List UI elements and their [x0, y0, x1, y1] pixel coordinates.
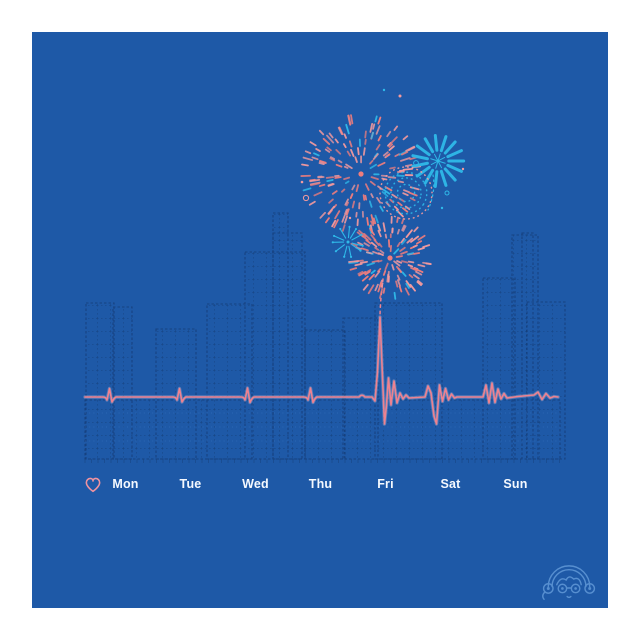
firework-streamer — [427, 174, 435, 211]
headphone-cable — [542, 591, 546, 601]
week-legend: Mon Tue Wed Thu Fri Sat Sun — [93, 476, 548, 493]
day-label-sun: Sun — [503, 477, 528, 491]
headphone-band-inner — [551, 568, 587, 588]
eye-left — [561, 587, 564, 590]
confetti-dots — [300, 88, 465, 220]
firework-burst-large-pink — [300, 114, 422, 234]
firework-burst-small-pink — [348, 215, 432, 300]
day-label-sat: Sat — [440, 477, 461, 491]
poster-canvas: Mon Tue Wed Thu Fri Sat Sun — [32, 32, 608, 608]
day-label-mon: Mon — [112, 477, 139, 491]
listener-logo — [542, 565, 596, 601]
earcup-dot-left — [546, 586, 550, 590]
eye-right — [574, 587, 577, 590]
headphone-band-outer — [547, 565, 591, 588]
day-label-thu: Thu — [308, 477, 333, 491]
headphone-earcup-right — [584, 583, 596, 594]
heart-outline-path — [85, 477, 101, 493]
grid-fringe — [84, 459, 560, 463]
day-label-tue: Tue — [179, 477, 202, 491]
day-label-wed: Wed — [242, 477, 269, 491]
artwork-canvas — [83, 88, 566, 463]
mouth — [566, 595, 572, 599]
hair-bangs — [556, 576, 582, 586]
ecg-line — [84, 316, 559, 425]
firework-dotted-rings — [379, 166, 433, 220]
heart-icon — [85, 477, 101, 493]
headphone-earcup-left — [542, 583, 554, 594]
building-block — [85, 400, 560, 459]
earcup-dot-right — [588, 586, 592, 590]
firework-spark-cyan — [331, 225, 364, 258]
firework-flower-cyan — [411, 133, 466, 189]
city-skyline — [84, 212, 566, 463]
day-label-fri: Fri — [377, 477, 394, 491]
